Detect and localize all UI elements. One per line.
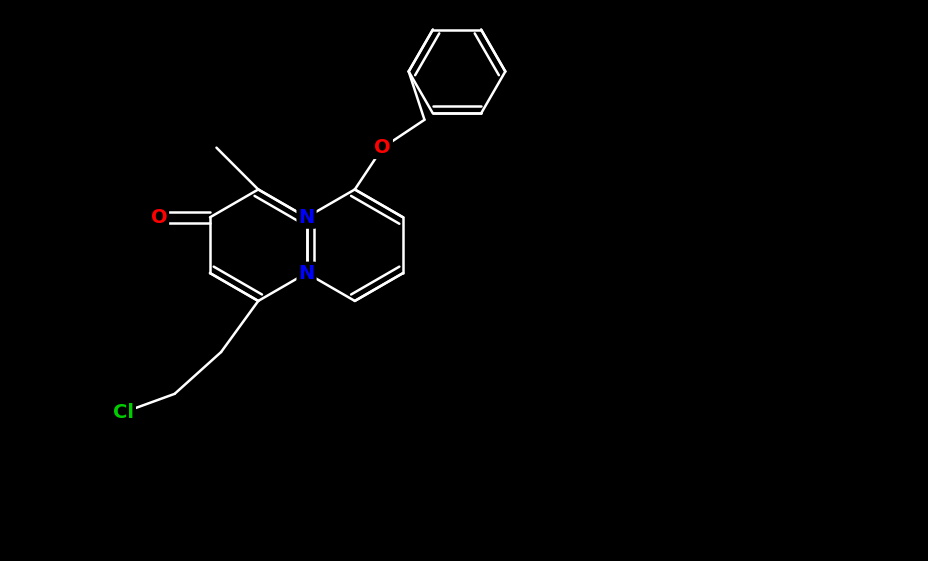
Text: N: N bbox=[298, 264, 315, 283]
Text: O: O bbox=[150, 208, 167, 227]
Text: O: O bbox=[374, 138, 391, 157]
Text: N: N bbox=[298, 208, 315, 227]
Text: Cl: Cl bbox=[113, 403, 134, 422]
